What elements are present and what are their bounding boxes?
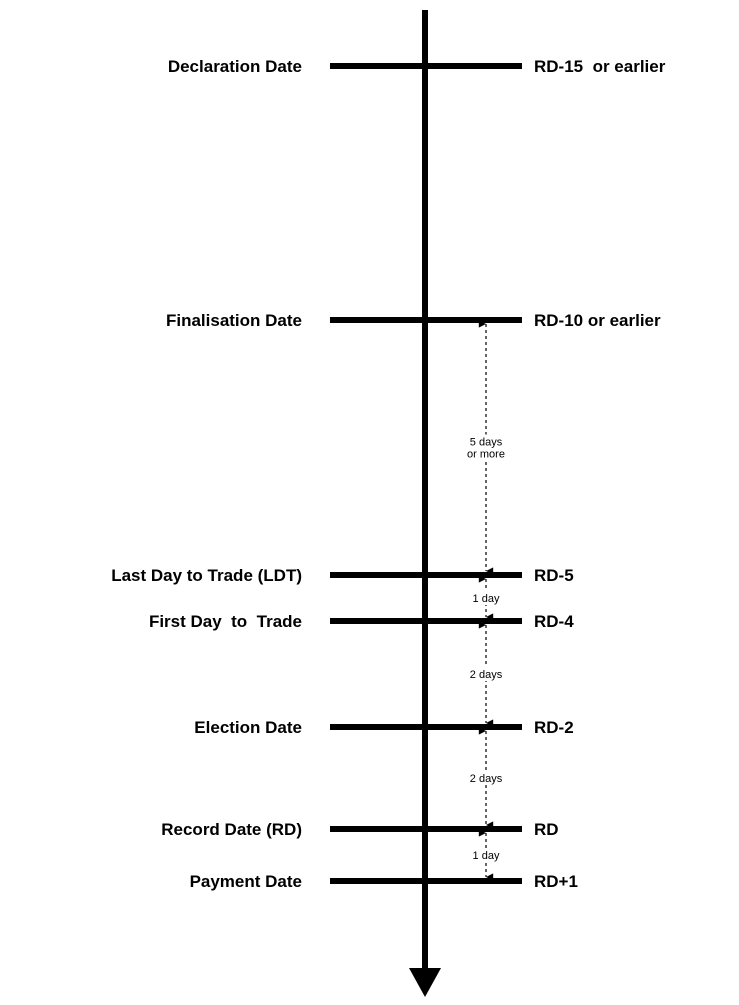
gap-label-bg <box>462 434 510 461</box>
event-name: Record Date (RD) <box>161 820 302 839</box>
gap-label-bg <box>462 848 510 862</box>
gap-label: 1 day <box>473 593 500 605</box>
gap-label: 5 days <box>470 437 503 449</box>
gap-label-bg <box>462 667 510 681</box>
gap-label-bg <box>462 771 510 785</box>
event-name: Last Day to Trade (LDT) <box>111 566 302 585</box>
timeline-arrowhead <box>409 968 441 997</box>
event-name: Election Date <box>194 718 302 737</box>
gap-label: 1 day <box>473 850 500 862</box>
event-offset: RD-10 or earlier <box>534 311 661 330</box>
gap-label: 2 days <box>470 773 503 785</box>
event-name: First Day to Trade <box>149 612 302 631</box>
event-name: Declaration Date <box>168 57 302 76</box>
gap-label: or more <box>467 449 505 461</box>
event-offset: RD-2 <box>534 718 574 737</box>
event-offset: RD+1 <box>534 872 578 891</box>
event-offset: RD-4 <box>534 612 574 631</box>
events-layer: Declaration Date RD-15 or earlier Finalisa… <box>111 57 666 891</box>
event-offset: RD <box>534 820 559 839</box>
gap-label: 2 days <box>470 669 503 681</box>
event-offset: RD-5 <box>534 566 574 585</box>
event-name: Finalisation Date <box>166 311 302 330</box>
gap-label-bg <box>462 591 510 605</box>
event-offset: RD-15 or earlier <box>534 57 666 76</box>
event-name: Payment Date <box>190 872 302 891</box>
